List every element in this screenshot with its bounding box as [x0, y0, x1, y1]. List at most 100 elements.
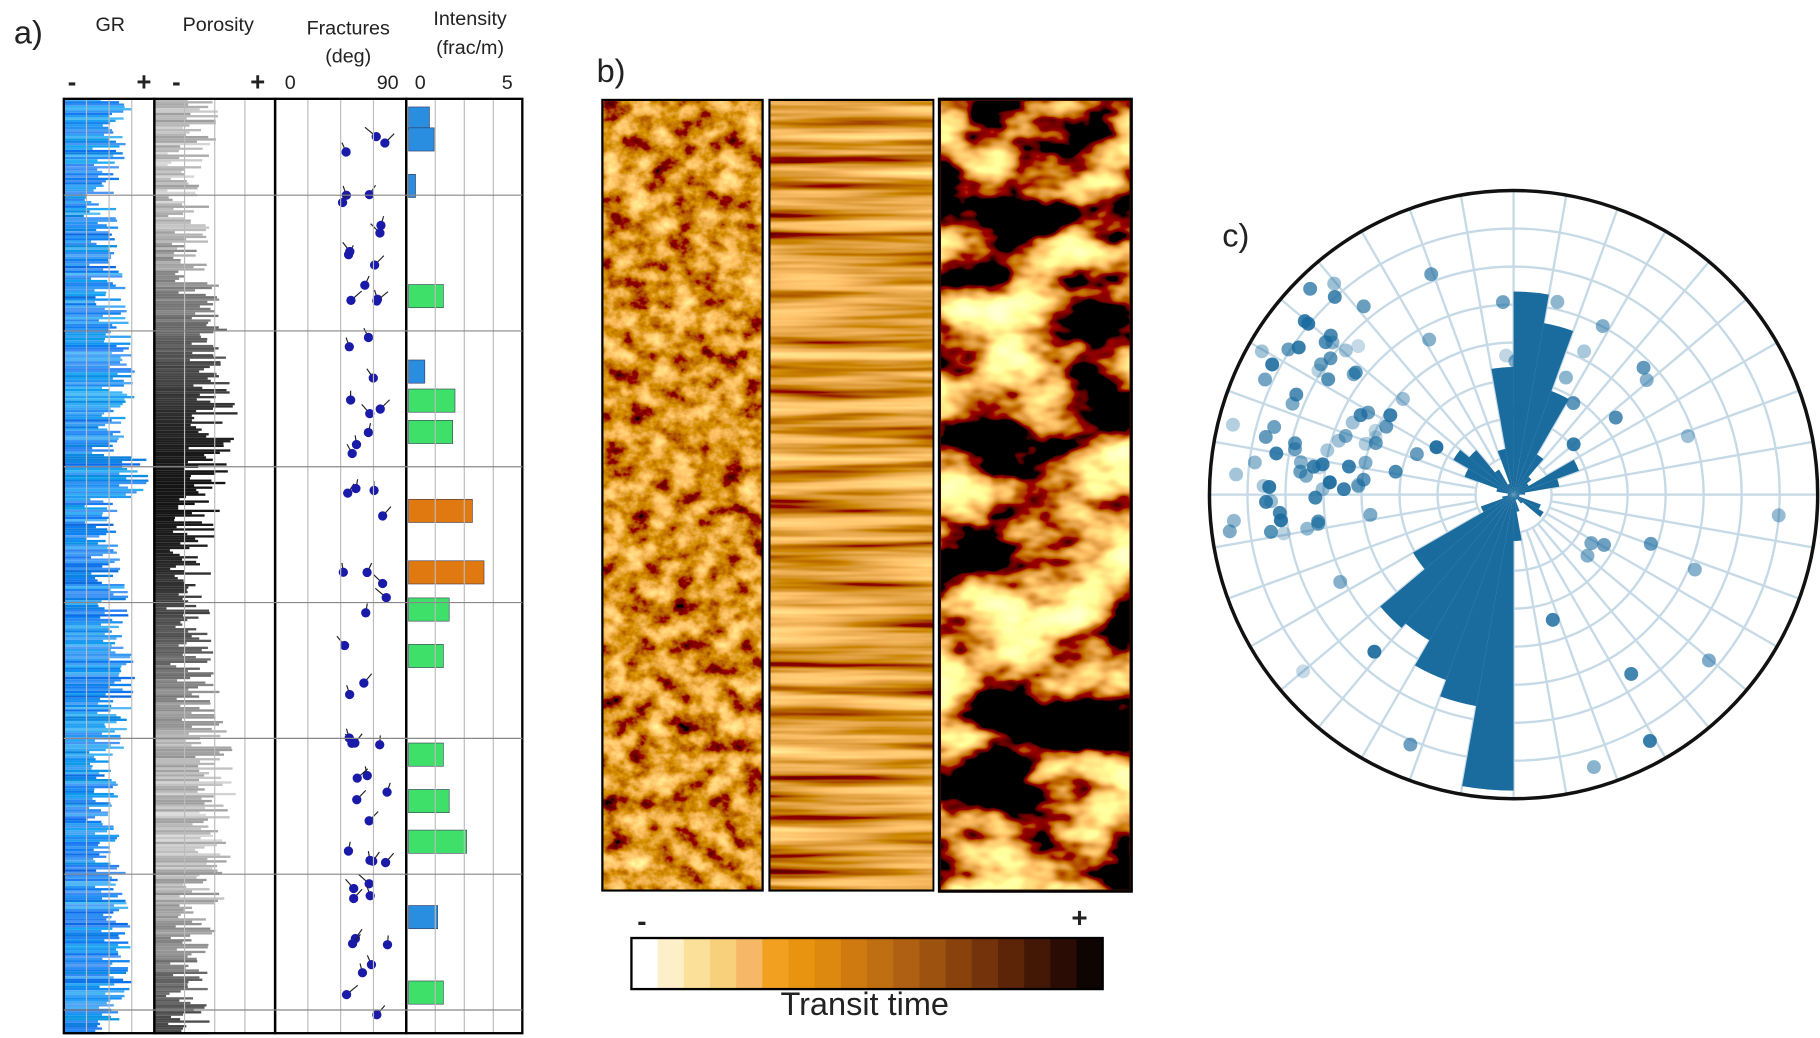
gr-fill: [63, 579, 98, 582]
porosity-fill: [154, 412, 238, 415]
gr-fill: [63, 449, 114, 452]
gr-fill: [63, 1006, 99, 1009]
pole-point: [1320, 443, 1335, 458]
porosity-fill: [154, 372, 217, 376]
fracture-dip: [369, 260, 380, 270]
porosity-fill: [154, 456, 207, 459]
gr-fill: [63, 925, 131, 928]
porosity-fill: [154, 330, 214, 334]
gr-fill: [63, 697, 101, 701]
porosity-fill: [154, 830, 219, 833]
porosity-fill: [154, 667, 200, 670]
porosity-fill: [154, 994, 167, 998]
gr-fill: [63, 486, 128, 489]
porosity-fill: [154, 883, 184, 886]
gr-fill: [63, 632, 105, 636]
gr-fill: [63, 142, 126, 146]
pole-point: [1254, 344, 1269, 359]
porosity-fill: [154, 955, 188, 958]
gr-fill: [63, 451, 93, 454]
porosity-fill: [154, 584, 196, 587]
porosity-fill: [154, 774, 205, 777]
gr-fill: [63, 816, 96, 819]
porosity-fill: [154, 964, 189, 968]
gr-fill: [63, 256, 111, 259]
porosity-fill: [154, 189, 168, 192]
pole-point: [1577, 344, 1592, 359]
grid-spoke: [1545, 512, 1778, 648]
porosity-fill: [154, 1027, 183, 1030]
porosity-fill: [154, 317, 192, 320]
gr-fill: [63, 149, 117, 153]
porosity-fill: [154, 214, 169, 218]
pole-point: [1225, 417, 1240, 432]
gr-fill: [63, 674, 119, 677]
porosity-fill: [154, 328, 227, 331]
gr-fill: [63, 333, 106, 336]
pole-point: [1368, 436, 1383, 451]
porosity-fill: [154, 971, 208, 974]
gr-fill: [63, 124, 103, 127]
porosity-fill: [154, 398, 197, 401]
fracture-dip: [369, 485, 379, 496]
porosity-fill: [154, 467, 185, 471]
gr-fill: [63, 651, 116, 654]
gr-fill: [63, 481, 147, 485]
pole-point: [1314, 357, 1328, 372]
porosity-fill: [154, 507, 179, 510]
gr-fill: [63, 298, 121, 301]
fracture-dip: [362, 567, 372, 578]
pole-point: [1222, 524, 1237, 539]
gr-fill: [63, 505, 85, 508]
colorbar-cell: [840, 938, 868, 990]
gr-fill: [63, 922, 128, 926]
pole-point: [1608, 410, 1623, 425]
porosity-fill: [154, 577, 178, 580]
gr-fill: [63, 293, 106, 297]
gr-fill: [63, 825, 114, 828]
gr-fill: [63, 772, 100, 775]
gr-fill: [63, 444, 113, 448]
gr-fill: [63, 639, 104, 643]
gr-fill: [63, 621, 123, 624]
fracture-dip: [347, 448, 357, 459]
porosity-fill: [154, 871, 223, 875]
intensity-bar: [408, 644, 444, 668]
grid-spoke: [1279, 518, 1486, 691]
fracture-dip: [344, 689, 355, 700]
gr-fill: [63, 570, 119, 573]
gr-fill: [63, 351, 112, 355]
porosity-fill: [154, 187, 198, 190]
gr-fill: [63, 472, 120, 475]
porosity-fill: [154, 426, 197, 429]
porosity-fill: [154, 140, 197, 143]
gr-fill: [63, 119, 116, 123]
rose-petal: [1494, 469, 1514, 495]
gr-fill: [63, 112, 112, 116]
porosity-fill: [154, 335, 201, 338]
porosity-fill: [154, 1015, 172, 1019]
colorbar-cell: [867, 938, 894, 990]
fracture-dip: [351, 439, 362, 450]
porosity-fill: [154, 303, 214, 306]
porosity-fill: [154, 674, 211, 677]
porosity-fill: [154, 755, 196, 759]
porosity-fill: [154, 365, 210, 369]
gr-fill: [63, 590, 128, 594]
porosity-fill: [154, 177, 171, 181]
porosity-fill: [154, 1011, 202, 1014]
porosity-fill: [154, 848, 196, 851]
pole-point: [1566, 396, 1581, 411]
porosity-fill: [154, 180, 187, 183]
porosity-fill: [154, 690, 220, 694]
porosity-fill: [154, 895, 180, 898]
porosity-fill: [154, 723, 220, 726]
porosity-fill: [154, 739, 186, 742]
intensity-bar: [408, 127, 435, 152]
porosity-fill: [154, 839, 223, 842]
gr-fill: [63, 897, 103, 900]
porosity-fill: [154, 537, 196, 540]
gr-fill: [63, 967, 128, 970]
pole-point: [1301, 316, 1316, 331]
gr-fill: [63, 990, 125, 993]
